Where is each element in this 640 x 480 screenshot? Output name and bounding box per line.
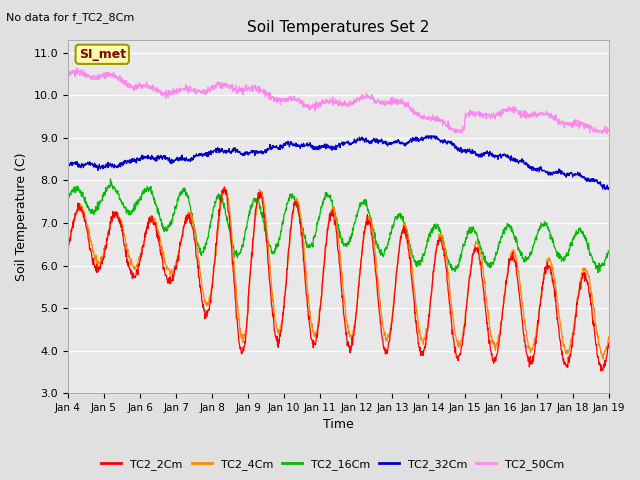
Text: SI_met: SI_met	[79, 48, 126, 61]
Y-axis label: Soil Temperature (C): Soil Temperature (C)	[15, 152, 28, 281]
Title: Soil Temperatures Set 2: Soil Temperatures Set 2	[247, 20, 429, 35]
Text: No data for f_TC2_8Cm: No data for f_TC2_8Cm	[6, 12, 134, 23]
Legend: TC2_2Cm, TC2_4Cm, TC2_16Cm, TC2_32Cm, TC2_50Cm: TC2_2Cm, TC2_4Cm, TC2_16Cm, TC2_32Cm, TC…	[97, 455, 568, 474]
X-axis label: Time: Time	[323, 419, 354, 432]
